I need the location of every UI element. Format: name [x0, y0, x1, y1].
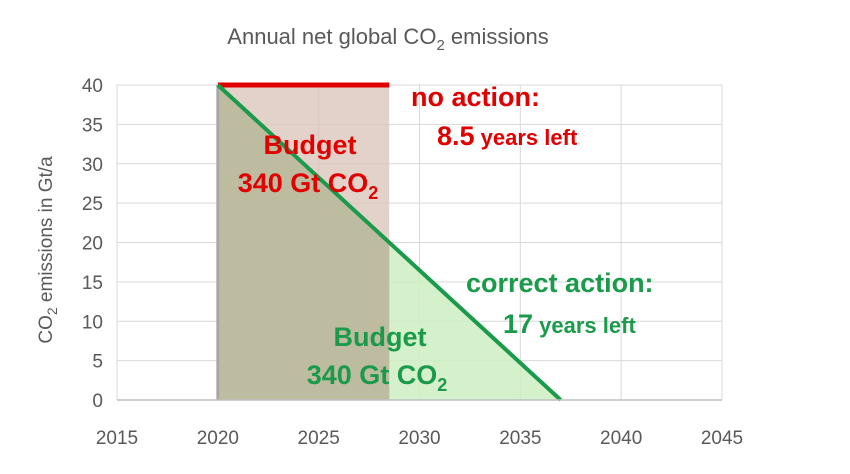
x-tick-label-2030: 2030 — [398, 428, 440, 449]
x-tick-label-2020: 2020 — [197, 428, 239, 449]
annotation-correct-action-unit: years left — [533, 313, 636, 338]
annotation-budget-no-action-subscript: 2 — [368, 183, 378, 203]
annotation-correct-action-line2: 17 years left — [503, 309, 636, 339]
y-tick-label-35: 35 — [82, 115, 103, 136]
y-tick-label-5: 5 — [92, 352, 103, 373]
annotation-correct-action-value: 17 — [503, 309, 533, 339]
annotation-budget-correct-main: 340 Gt CO — [307, 360, 438, 390]
annotation-budget-no-action-line1: Budget — [264, 130, 357, 160]
chart-title-subscript: 2 — [436, 37, 444, 54]
x-tick-label-2015: 2015 — [96, 428, 138, 449]
y-tick-label-0: 0 — [92, 391, 103, 412]
annotation-budget-correct-line2: 340 Gt CO2 — [307, 360, 448, 395]
y-axis-label-main: CO — [36, 315, 57, 344]
annotation-budget-no-action-main: 340 Gt CO — [238, 168, 369, 198]
chart-title-tail: emissions — [445, 24, 549, 49]
y-axis-label-subscript: 2 — [44, 307, 60, 315]
annotation-correct-action-line1: correct action: — [466, 268, 654, 298]
y-tick-label-30: 30 — [82, 155, 103, 176]
chart-title-main: Annual net global CO — [227, 24, 436, 49]
series-lines — [117, 82, 722, 402]
y-tick-label-40: 40 — [82, 76, 103, 97]
y-axis-label-tail: emissions in Gt/a — [36, 156, 57, 307]
y-tick-label-25: 25 — [82, 194, 103, 215]
annotation-no-action-line1: no action: — [411, 82, 540, 112]
annotation-budget-correct-line1: Budget — [334, 322, 427, 352]
y-tick-label-20: 20 — [82, 234, 103, 255]
series-line-correct-action — [216, 83, 563, 402]
annotation-no-action-value: 8.5 — [437, 121, 475, 151]
annotation-budget-correct-subscript: 2 — [437, 375, 447, 395]
region-budget-overlap — [217, 85, 390, 400]
x-tick-label-2040: 2040 — [600, 428, 642, 449]
x-tick-label-2025: 2025 — [298, 428, 340, 449]
y-axis-label: CO2 emissions in Gt/a — [36, 156, 60, 344]
x-tick-label-2035: 2035 — [499, 428, 541, 449]
annotation-no-action-unit: years left — [475, 125, 578, 150]
annotation-no-action-line2: 8.5 years left — [437, 121, 578, 151]
y-tick-label-10: 10 — [82, 312, 103, 333]
annotation-budget-no-action-line2: 340 Gt CO2 — [238, 168, 379, 203]
chart-title: Annual net global CO2 emissions — [227, 24, 548, 54]
x-tick-label-2045: 2045 — [701, 428, 743, 449]
y-tick-label-15: 15 — [82, 273, 103, 294]
